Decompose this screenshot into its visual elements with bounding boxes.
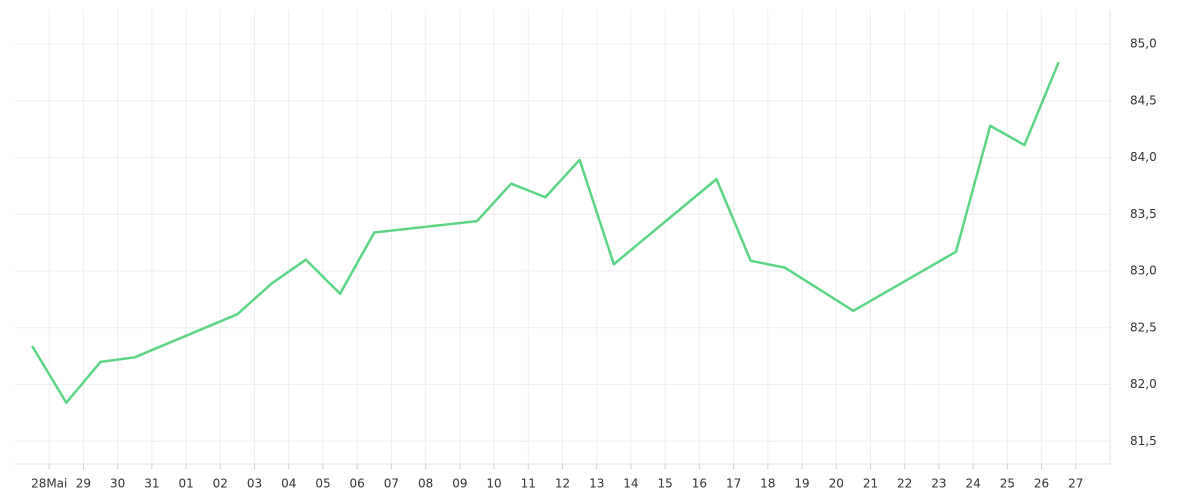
x-tick-label: 03: [247, 477, 262, 491]
x-tick-label: 06: [350, 477, 365, 491]
x-tick-label: 09: [452, 477, 467, 491]
x-tick-label: 19: [794, 477, 809, 491]
x-tick-label: 24: [965, 477, 980, 491]
y-tick-label: 84,5: [1130, 93, 1157, 107]
x-tick-label: 11: [521, 477, 536, 491]
x-tick-label: 22: [897, 477, 912, 491]
x-tick-label: 20: [829, 477, 844, 491]
x-tick-label: 28Mai: [31, 477, 67, 491]
x-tick-label: 04: [281, 477, 296, 491]
y-tick-label: 83,0: [1130, 264, 1157, 278]
line: [31, 61, 1060, 404]
x-tick-label: 05: [315, 477, 330, 491]
x-tick-label: 25: [1000, 477, 1015, 491]
x-tick-label: 26: [1034, 477, 1049, 491]
x-tick-label: 15: [658, 477, 673, 491]
x-tick-label: 31: [144, 477, 159, 491]
y-tick-label: 82,5: [1130, 320, 1157, 334]
y-tick-label: 82,0: [1130, 377, 1157, 391]
y-tick-label: 84,0: [1130, 150, 1157, 164]
x-tick-label: 08: [418, 477, 433, 491]
x-tick-label: 12: [555, 477, 570, 491]
x-tick-label: 02: [213, 477, 228, 491]
x-tick-label: 17: [726, 477, 741, 491]
x-tick-label: 01: [178, 477, 193, 491]
x-tick-label: 14: [623, 477, 638, 491]
y-tick-label: 81,5: [1130, 434, 1157, 448]
x-tick-label: 10: [486, 477, 501, 491]
x-tick-label: 07: [384, 477, 399, 491]
y-tick-label: 83,5: [1130, 207, 1157, 221]
y-tick-label: 85,0: [1130, 37, 1157, 51]
x-tick-label: 27: [1068, 477, 1083, 491]
x-tick-label: 21: [863, 477, 878, 491]
x-tick-label: 13: [589, 477, 604, 491]
x-tick-label: 29: [76, 477, 91, 491]
x-tick-label: 30: [110, 477, 125, 491]
x-tick-label: 18: [760, 477, 775, 491]
x-tick-label: 23: [931, 477, 946, 491]
x-tick-label: 16: [692, 477, 707, 491]
